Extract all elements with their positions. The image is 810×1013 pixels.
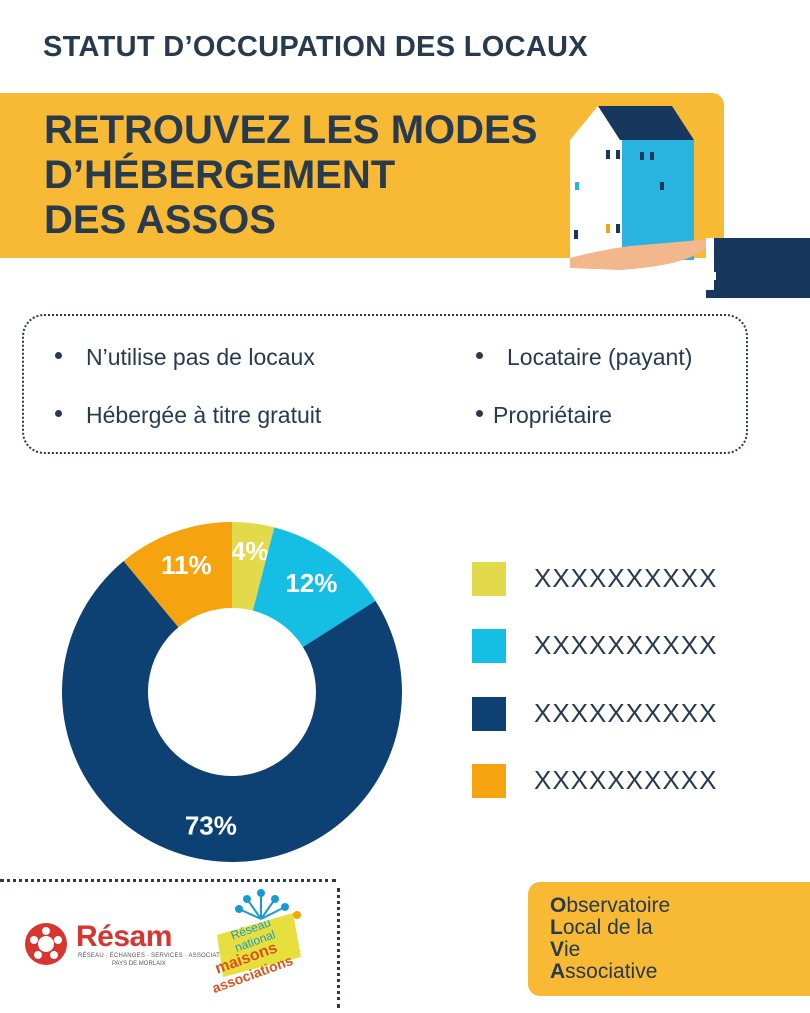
legend-label: XXXXXXXXXX xyxy=(534,765,718,795)
olva-word: ie xyxy=(564,938,581,961)
olva-initial: A xyxy=(550,960,566,983)
legend-item: Propriétaire xyxy=(476,402,612,429)
olva-initial: V xyxy=(550,938,565,961)
page-title: STATUT D’OCCUPATION DES LOCAUX xyxy=(43,31,588,63)
olva-initial: L xyxy=(550,916,563,939)
legend-item: N’utilise pas de locaux xyxy=(55,344,315,371)
resam-logo-icon xyxy=(25,923,67,965)
olva-initial: O xyxy=(550,894,567,917)
legend-item-label: Propriétaire xyxy=(493,402,612,428)
slice-label: 4% xyxy=(231,536,269,566)
legend-item-label: Locataire (payant) xyxy=(507,344,693,370)
olva-word: ocal de la xyxy=(562,916,653,939)
banner-line: D’HÉBERGEMENT xyxy=(44,153,396,197)
legend-box xyxy=(22,314,748,454)
legend-label: XXXXXXXXXX xyxy=(534,698,718,728)
resam-tagline-2: PAYS DE MORLAIX xyxy=(112,961,166,967)
olva-box xyxy=(528,882,810,996)
bullet-icon xyxy=(55,410,62,418)
slice-label: 73% xyxy=(185,810,237,840)
olva-word: bservatoire xyxy=(566,894,671,917)
resam-logo-text: Résam xyxy=(76,920,172,953)
olva-title: Observatoire Local de la Vie Associative xyxy=(550,895,670,983)
banner-line: RETROUVEZ LES MODES xyxy=(44,108,538,152)
banner-title: RETROUVEZ LES MODES D’HÉBERGEMENT DES AS… xyxy=(44,108,584,243)
house-in-hand-icon xyxy=(570,106,810,298)
dotted-divider xyxy=(337,888,340,1008)
legend-swatch xyxy=(472,764,506,798)
donut-slice xyxy=(232,522,275,611)
legend-item: Hébergée à titre gratuit xyxy=(55,402,321,429)
donut-chart: 4% 12% 73% 11% xyxy=(62,522,402,862)
dotted-divider xyxy=(0,879,336,882)
legend-label: XXXXXXXXXX xyxy=(534,630,718,660)
legend-swatch xyxy=(472,697,506,731)
olva-word: ssociative xyxy=(565,960,658,983)
bullet-icon xyxy=(476,352,483,360)
banner-line: DES ASSOS xyxy=(44,198,276,242)
legend-item: Locataire (payant) xyxy=(476,344,692,371)
legend-swatch xyxy=(472,562,506,596)
donut-slice xyxy=(62,561,402,862)
legend-item-label: Hébergée à titre gratuit xyxy=(86,402,322,428)
donut-slice xyxy=(123,522,232,628)
legend-item-label: N’utilise pas de locaux xyxy=(86,344,315,370)
slice-label: 12% xyxy=(285,568,337,598)
rnma-logo-icon xyxy=(217,889,301,977)
slice-label: 11% xyxy=(161,550,212,580)
donut-slice xyxy=(252,527,376,647)
legend-label: XXXXXXXXXX xyxy=(534,563,718,593)
bullet-icon xyxy=(55,352,62,360)
legend-swatch xyxy=(472,629,506,663)
bullet-icon xyxy=(476,410,483,418)
resam-tagline: RÉSEAU · ÉCHANGES · SERVICES · ASSOCIATI… xyxy=(78,953,236,959)
